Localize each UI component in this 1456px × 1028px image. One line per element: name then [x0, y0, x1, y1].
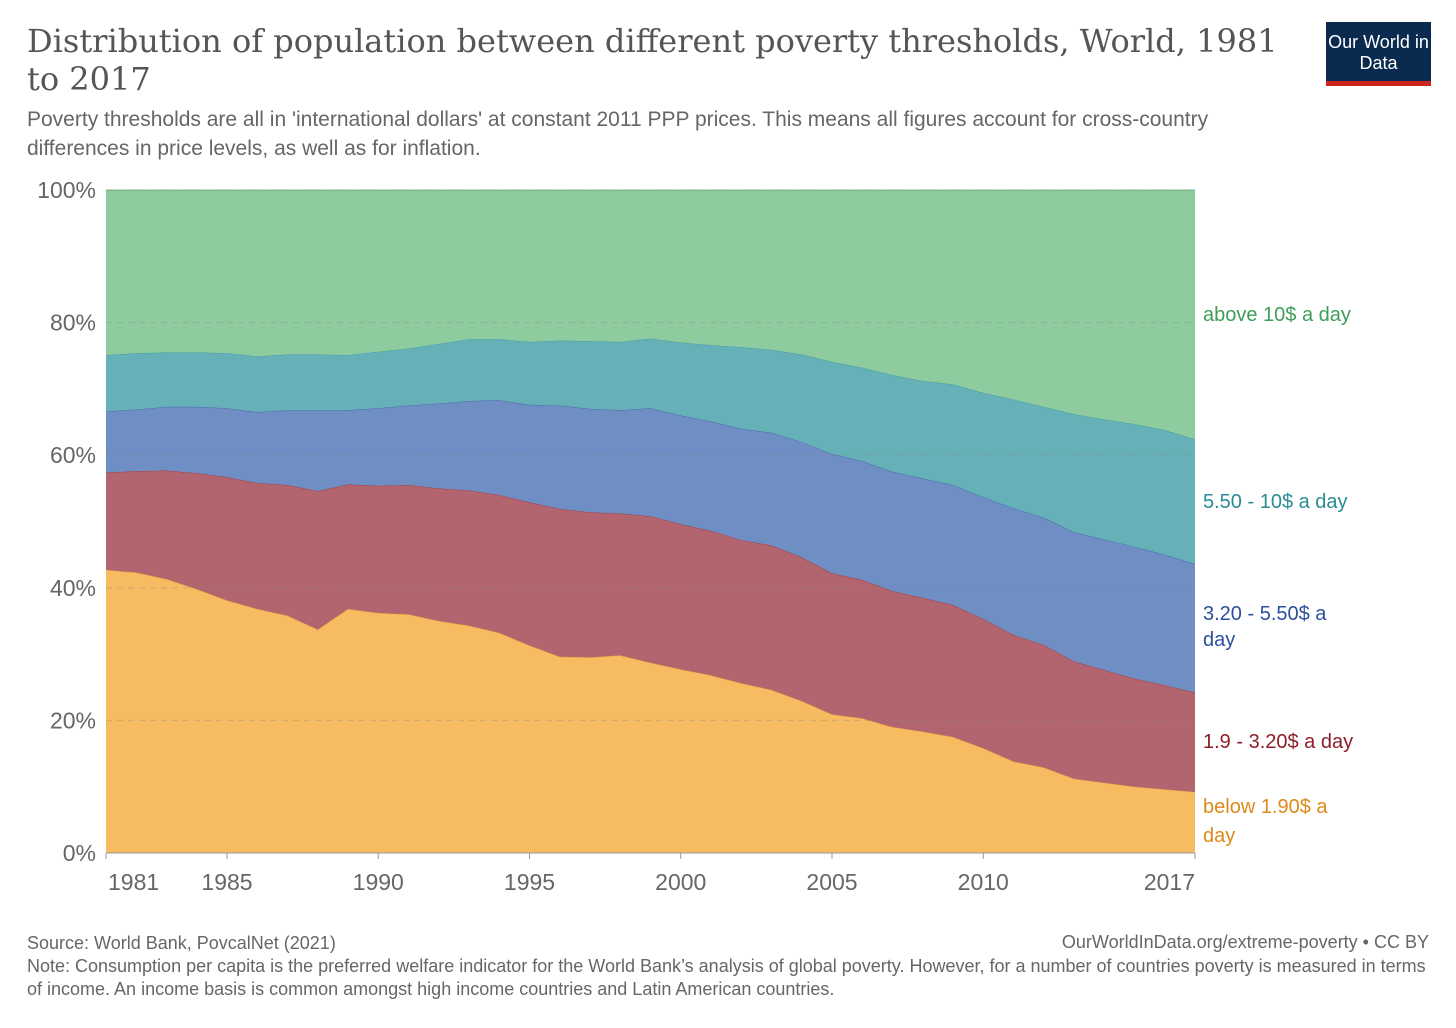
y-tick-label: 40%	[50, 575, 96, 601]
series-label: day	[1203, 825, 1235, 847]
series-label: below 1.90$ a	[1203, 796, 1328, 818]
area-above-10-a-day[interactable]	[106, 190, 1195, 440]
y-tick-label: 80%	[50, 310, 96, 336]
area-below-1-90-a-day[interactable]	[106, 569, 1195, 853]
logo-bar	[1326, 81, 1431, 86]
area-5-50-10-a-day[interactable]	[106, 338, 1195, 564]
x-tick-label: 2005	[806, 869, 857, 895]
x-tick-label: 2000	[655, 869, 706, 895]
x-tick-label: 1985	[201, 869, 252, 895]
x-tick-label: 1995	[504, 869, 555, 895]
note-text: Note: Consumption per capita is the pref…	[27, 956, 1426, 999]
source-link[interactable]: OurWorldInData.org/extreme-poverty • CC …	[1061, 932, 1429, 952]
logo-text: Our World in Data	[1328, 32, 1429, 73]
source-text: Source: World Bank, PovcalNet (2021)	[27, 933, 336, 953]
x-tick-label: 1981	[108, 869, 159, 895]
y-tick-label: 60%	[50, 442, 96, 468]
x-tick-label: 2017	[1144, 869, 1195, 895]
series-label: above 10$ a day	[1203, 304, 1351, 326]
y-tick-label: 20%	[50, 707, 96, 733]
y-tick-label: 0%	[63, 840, 96, 866]
chart-title: Distribution of population between diffe…	[27, 22, 1278, 98]
area-3-20-5-50-a-day[interactable]	[106, 400, 1195, 693]
y-tick-label: 100%	[37, 177, 96, 203]
x-tick-label: 2010	[958, 869, 1009, 895]
x-tick-label: 1990	[353, 869, 404, 895]
chart-subtitle: Poverty thresholds are all in 'internati…	[27, 108, 1209, 160]
series-label: 5.50 - 10$ a day	[1203, 491, 1348, 513]
footer: Source: World Bank, PovcalNet (2021) Not…	[27, 932, 1427, 1001]
series-label: 3.20 - 5.50$ a	[1203, 603, 1327, 625]
series-label: day	[1203, 629, 1235, 651]
area-1-9-3-20-a-day[interactable]	[106, 470, 1195, 793]
owid-logo[interactable]: Our World in Data	[1326, 22, 1431, 86]
series-label: 1.9 - 3.20$ a day	[1203, 731, 1353, 753]
